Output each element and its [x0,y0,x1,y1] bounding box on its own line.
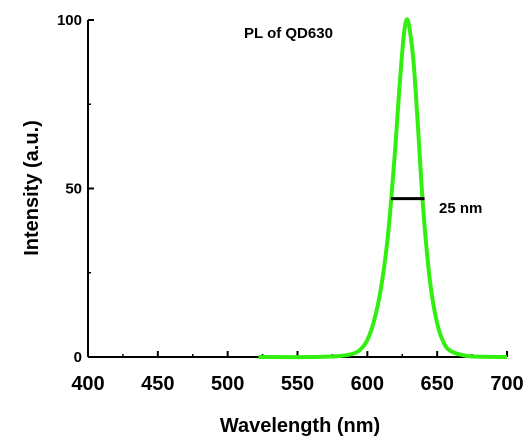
x-tick-label: 650 [420,373,453,395]
y-ticks: 0 50 100 [57,12,94,366]
x-tick-label: 500 [211,373,244,395]
x-axis-title: Wavelength (nm) [220,415,380,437]
x-tick-label: 400 [71,373,104,395]
x-tick-label: 450 [141,373,174,395]
annotation-fwhm-label: 25 nm [439,200,482,217]
y-tick-label: 100 [57,12,82,29]
pl-spectrum-line [258,17,508,360]
annotation-pl-label: PL of QD630 [244,25,333,42]
y-tick-label: 0 [74,349,82,366]
x-tick-label: 600 [351,373,384,395]
y-tick-label: 50 [65,181,82,198]
x-tick-label: 550 [281,373,314,395]
y-axis-title: Intensity (a.u.) [21,120,43,256]
x-ticks: 400 450 500 550 600 650 700 [71,351,524,395]
x-tick-label: 700 [490,373,523,395]
